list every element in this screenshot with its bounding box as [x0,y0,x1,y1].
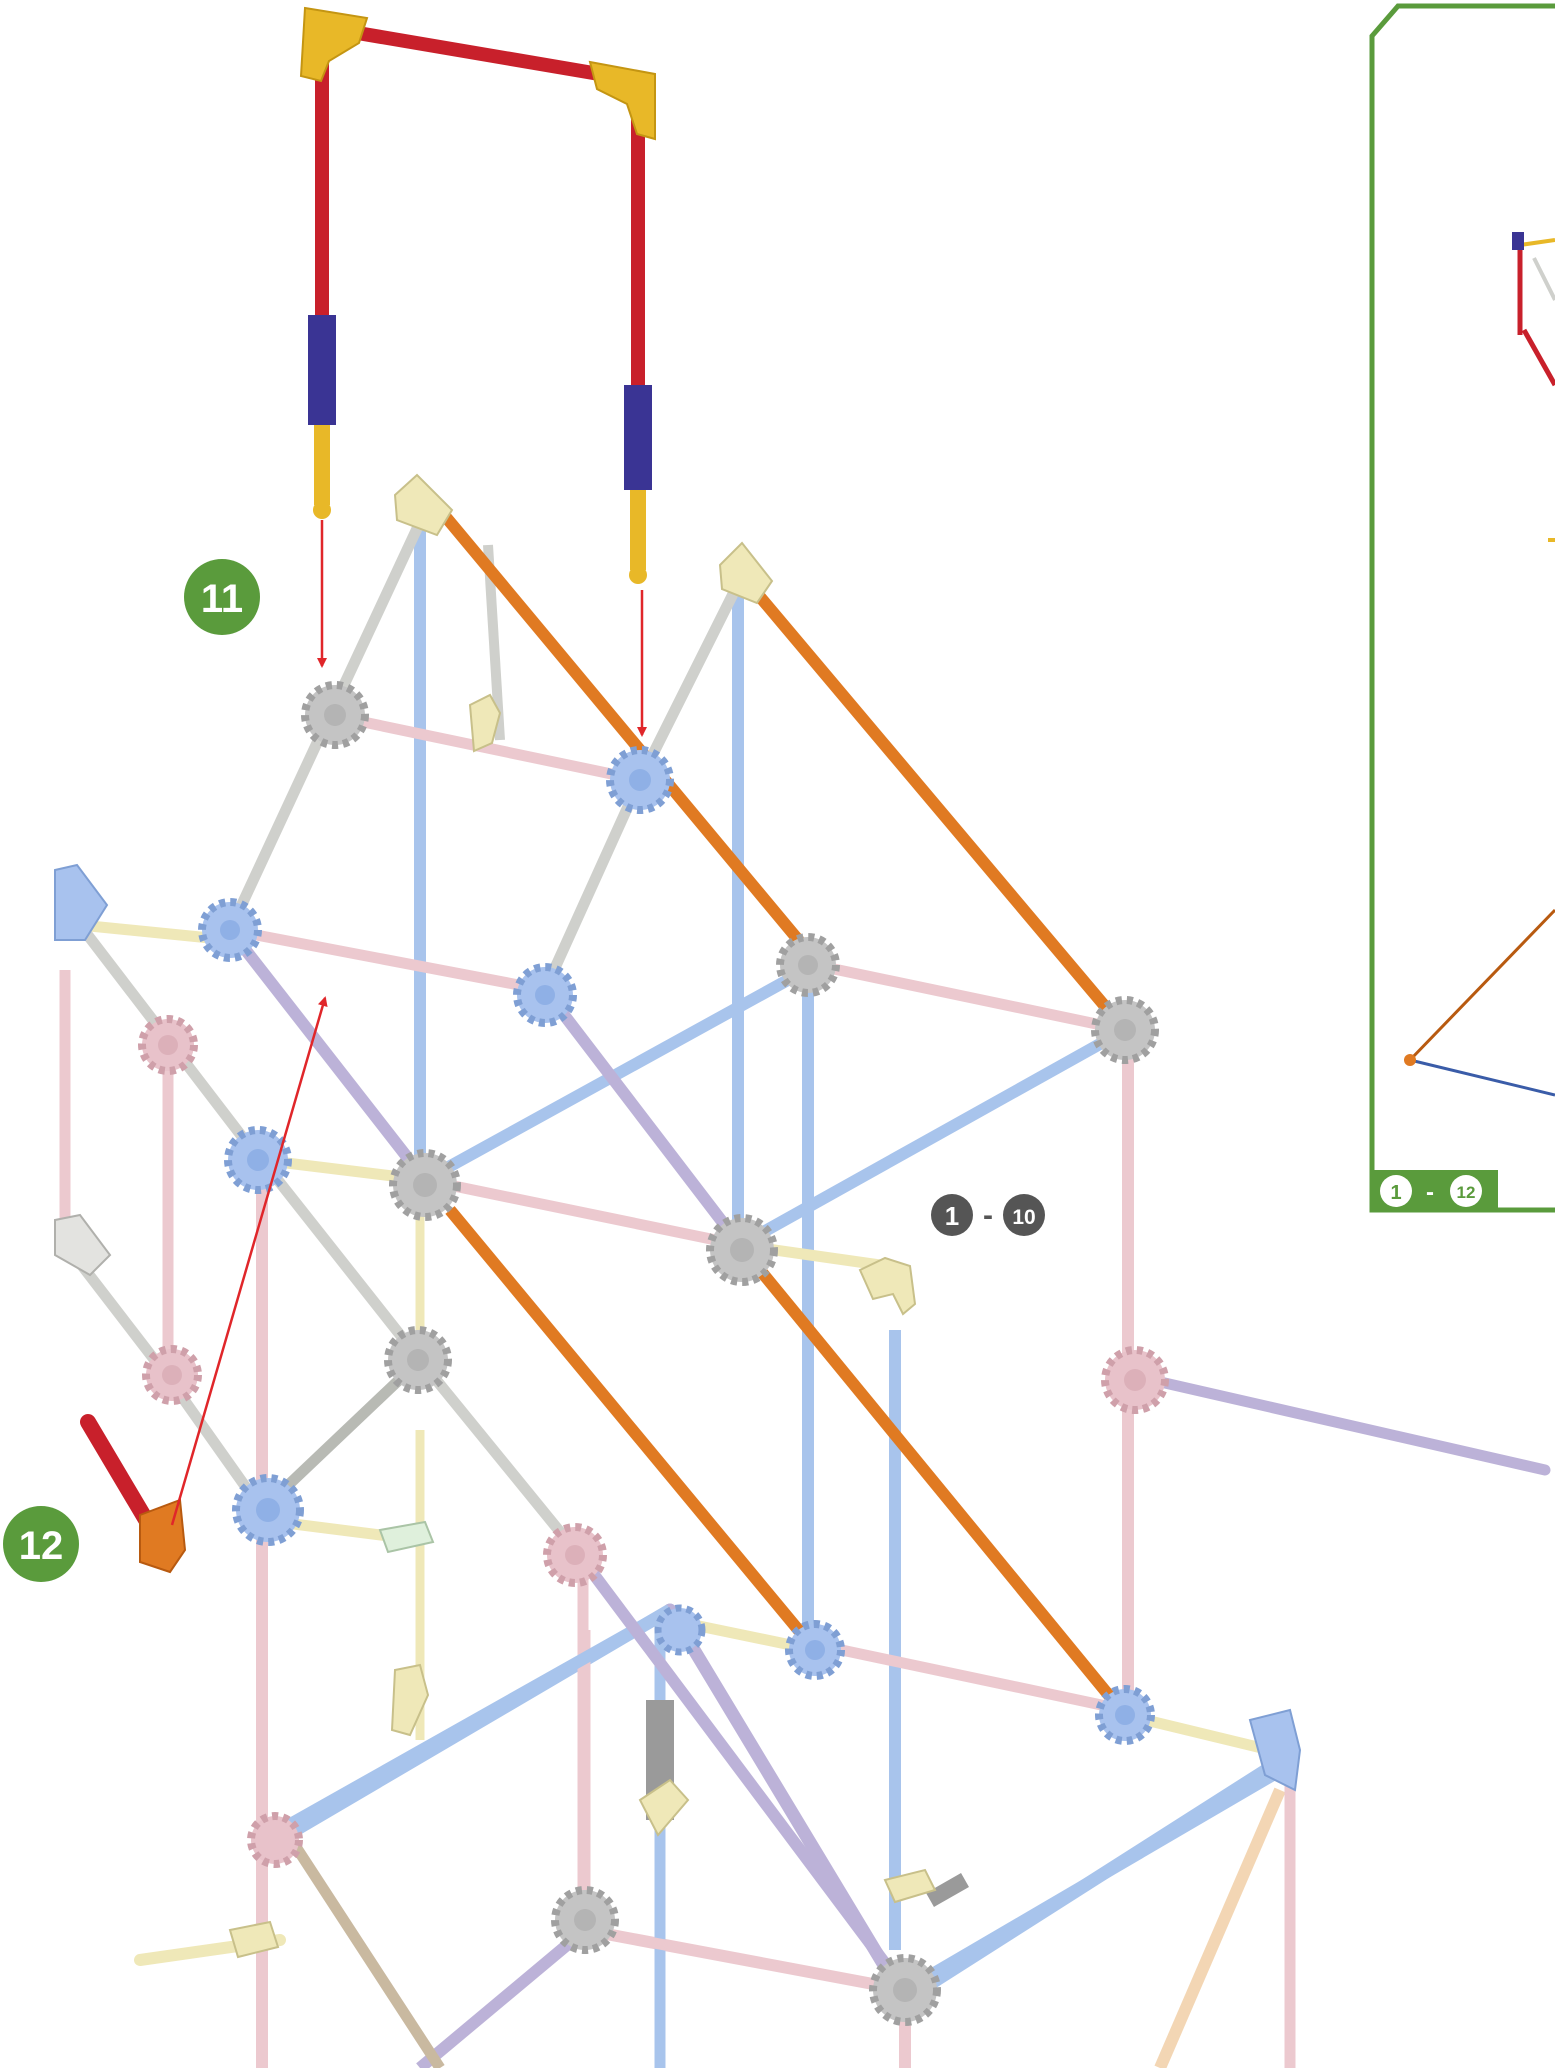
step-11-number: 11 [201,577,243,621]
yellow-corner-connector [588,60,656,141]
main-frame [59,502,1551,1996]
grey-rod [635,577,745,783]
blue-corner-connector [54,863,109,941]
hub-blue [1095,1685,1155,1745]
hub-grey [301,681,369,749]
hub-pink [142,1345,202,1405]
orange-rod [755,1266,1130,1719]
orange-rod [435,506,820,964]
grey-rod [225,712,335,933]
blue-rod [259,1604,673,1846]
inset-range-separator: - [1426,1179,1434,1206]
pink-rod [816,1639,1127,1716]
green-clip [378,1520,435,1554]
navy-connector [624,385,652,490]
grey-rod [257,1156,425,1364]
grey-rod [325,502,433,718]
step-11-badge: 11 [184,559,260,635]
hub-blue [232,1474,304,1546]
step-12-badge: 12 [3,1506,79,1582]
grey-rod [258,1356,424,1514]
placement-arrows [170,520,647,1526]
orange-rod [745,581,1130,1034]
overview-inset: 1 - 12 [1369,3,1555,1213]
blue-corner-connector [1248,1708,1302,1792]
hub-grey [706,1214,778,1286]
purple-rod [578,1556,910,1994]
yellow-corner-connector [718,541,774,605]
yellow-corner-connector [393,473,454,537]
yellow-clip [883,1868,937,1904]
yellow-corner-connector [858,1256,917,1316]
range-from: 1 [945,1201,959,1231]
range-separator: - [983,1199,993,1232]
yellow-clip [638,1778,690,1837]
yellow-clip [390,1663,430,1737]
grey-clip [54,1213,112,1277]
pink-rod [328,709,642,786]
pink-rod [583,1924,907,1996]
step-12-number: 12 [19,1524,64,1568]
red-rod [338,23,607,82]
blue-rod [901,1762,1289,1996]
peach-rod [1154,1787,1286,2068]
inset-navy-connector [1512,232,1524,250]
step-12-part [80,1414,187,1574]
hub-blue [785,1620,845,1680]
clip-connectors [54,473,1302,1959]
purple-rod [540,986,745,1249]
blue-rod [422,959,818,1186]
hub-pink [543,1523,607,1587]
arrow-step-12 [170,996,328,1526]
hub-grey [384,1326,452,1394]
hub-grey [776,933,840,997]
inset-red-rod [1521,328,1555,387]
inset-hub [1404,1054,1416,1066]
rod-end [629,566,647,584]
yellow-corner-connector [299,6,369,83]
hub-grey [389,1149,461,1221]
hub-grey [869,1954,941,2026]
step-11-frame-part [299,6,656,584]
navy-connector [308,315,336,425]
pink-rod [813,959,1127,1036]
inset-blue-rod [1409,1058,1555,1097]
purple-rod [225,926,430,1184]
yellow-clip [468,693,502,753]
grey-spacer [926,1873,969,1907]
hub-pink [1101,1346,1169,1414]
grey-rod [415,1356,588,1564]
pink-rod [423,1174,742,1251]
yellow-rod [314,425,330,505]
rod-end [313,501,331,519]
hub-pink [247,1812,303,1868]
range-badge-1-10: 1 - 10 [931,1194,1045,1236]
tan-rod [280,1826,445,2068]
yellow-clip [228,1920,280,1959]
hub-grey [551,1886,619,1954]
hub-blue [606,746,674,814]
range-to: 10 [1012,1206,1035,1229]
hub-blue [654,1604,706,1656]
inset-orange-rod [1408,908,1555,1062]
inset-yellow-rod [1519,238,1555,247]
inset-border [1369,3,1555,1213]
inset-range-from: 1 [1390,1182,1401,1204]
yellow-rod [630,490,646,570]
inset-range-to: 12 [1457,1183,1476,1202]
grey-rod [539,777,646,993]
hub-grey [1091,996,1159,1064]
purple-rod [1124,1369,1551,1476]
hub-blue [198,898,262,962]
hub-pink [138,1015,198,1075]
pink-rod [228,924,547,996]
orange-rod [445,1206,820,1654]
inset-range-badge: 1 - 12 [1380,1175,1482,1207]
hub-blue [513,963,577,1027]
blue-rod [737,1024,1128,1251]
purple-rod [416,1925,589,2068]
inset-grey-rod [1532,257,1555,301]
